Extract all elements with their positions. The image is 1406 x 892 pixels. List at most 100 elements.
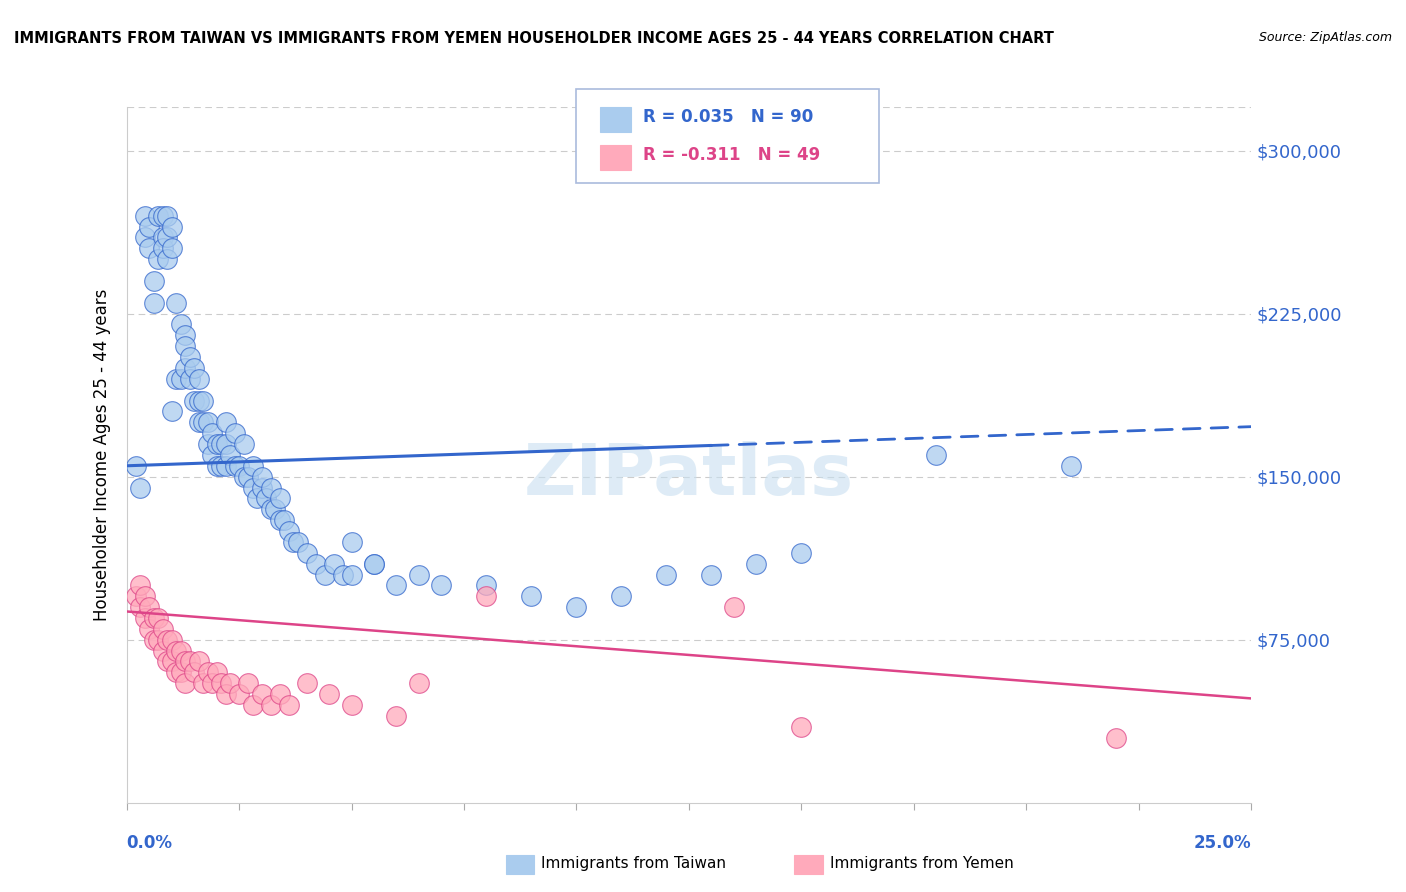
Point [201, 676, 224, 690]
Point [191, 676, 214, 690]
Point [318, 687, 340, 701]
Text: 25.0%: 25.0% [1194, 834, 1251, 852]
Point [430, 578, 453, 592]
Point [209, 676, 232, 690]
Point [179, 350, 201, 364]
Point [236, 469, 259, 483]
Point [655, 567, 678, 582]
Point [169, 318, 191, 332]
Point [224, 458, 246, 473]
Point [160, 655, 183, 669]
Point [205, 458, 228, 473]
Point [156, 655, 179, 669]
Text: IMMIGRANTS FROM TAIWAN VS IMMIGRANTS FROM YEMEN HOUSEHOLDER INCOME AGES 25 - 44 : IMMIGRANTS FROM TAIWAN VS IMMIGRANTS FRO… [14, 31, 1054, 46]
Point [165, 643, 187, 657]
Point [142, 611, 165, 625]
Point [264, 502, 287, 516]
Point [152, 622, 174, 636]
Point [408, 567, 430, 582]
Point [165, 372, 187, 386]
Point [187, 393, 209, 408]
Point [191, 415, 214, 429]
Point [314, 567, 336, 582]
Point [146, 632, 169, 647]
Point [242, 458, 264, 473]
Point [152, 209, 174, 223]
Point [250, 687, 273, 701]
Point [340, 567, 363, 582]
Point [1060, 458, 1083, 473]
Point [197, 437, 219, 451]
Point [160, 219, 183, 234]
Point [269, 491, 291, 506]
Y-axis label: Householder Income Ages 25 - 44 years: Householder Income Ages 25 - 44 years [93, 289, 111, 621]
Point [152, 241, 174, 255]
Point [156, 252, 179, 267]
Point [385, 708, 408, 723]
Point [254, 491, 277, 506]
Point [142, 274, 165, 288]
Text: R = -0.311   N = 49: R = -0.311 N = 49 [643, 145, 820, 163]
Point [700, 567, 723, 582]
Point [259, 481, 281, 495]
Point [134, 230, 156, 244]
Point [209, 437, 232, 451]
Point [165, 665, 187, 680]
Point [269, 687, 291, 701]
Point [277, 698, 299, 712]
Point [214, 415, 236, 429]
Point [242, 698, 264, 712]
Point [295, 676, 318, 690]
Point [565, 600, 588, 615]
Point [610, 589, 633, 603]
Point [134, 589, 156, 603]
Point [322, 557, 344, 571]
Point [224, 426, 246, 441]
Point [214, 437, 236, 451]
Point [232, 469, 254, 483]
Point [183, 393, 205, 408]
Point [277, 524, 299, 538]
Point [179, 655, 201, 669]
Point [408, 676, 430, 690]
Point [259, 698, 281, 712]
Point [165, 295, 187, 310]
Point [209, 458, 232, 473]
Point [520, 589, 543, 603]
Point [790, 720, 813, 734]
Point [228, 687, 250, 701]
Point [174, 655, 197, 669]
Point [152, 643, 174, 657]
Point [187, 372, 209, 386]
Point [214, 687, 236, 701]
Point [129, 600, 152, 615]
Point [183, 665, 205, 680]
Point [138, 600, 160, 615]
Point [124, 589, 146, 603]
Point [205, 437, 228, 451]
Point [124, 458, 146, 473]
Point [156, 209, 179, 223]
Point [295, 546, 318, 560]
Point [174, 360, 197, 375]
Point [363, 557, 385, 571]
Point [340, 534, 363, 549]
Point [160, 404, 183, 418]
Point [156, 230, 179, 244]
Point [723, 600, 745, 615]
Point [169, 643, 191, 657]
Point [236, 676, 259, 690]
Point [174, 676, 197, 690]
Point [242, 481, 264, 495]
Point [187, 655, 209, 669]
Point [160, 241, 183, 255]
Point [745, 557, 768, 571]
Point [281, 534, 304, 549]
Text: Immigrants from Yemen: Immigrants from Yemen [830, 856, 1014, 871]
Point [183, 360, 205, 375]
Point [232, 437, 254, 451]
Text: ZIPatlas: ZIPatlas [524, 442, 853, 510]
Point [174, 328, 197, 343]
Point [250, 469, 273, 483]
Point [790, 546, 813, 560]
